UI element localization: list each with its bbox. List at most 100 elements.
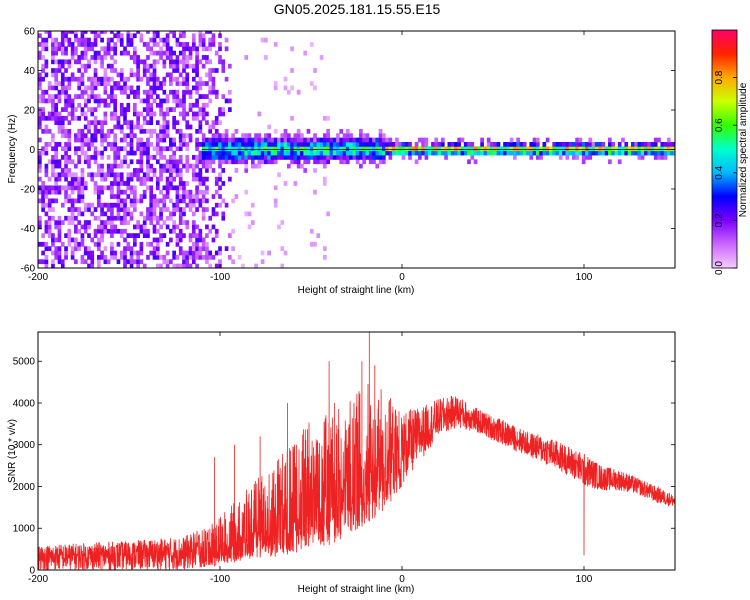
spectrogram-cell	[159, 155, 163, 160]
spectrogram-cell	[241, 150, 245, 156]
spectrogram-cell	[260, 137, 265, 143]
spectrogram-cell	[96, 241, 101, 247]
spectrogram-cell	[647, 141, 652, 147]
spectrogram-cell	[640, 150, 645, 156]
spectrogram-cell	[136, 59, 140, 65]
spectrogram-cell	[208, 146, 213, 152]
spectrogram-cell	[418, 146, 422, 152]
spectrogram-cell	[185, 81, 190, 86]
spectrogram-cell	[110, 89, 114, 95]
spectrogram-cell	[152, 224, 157, 230]
spectrogram-cell	[309, 146, 314, 152]
spectrogram-cell	[178, 185, 183, 191]
spectrogram-cell	[218, 194, 222, 199]
spectrogram-cell	[129, 37, 134, 43]
spectrogram-cell	[401, 146, 406, 152]
spectrogram-cell	[83, 250, 88, 256]
spectrogram-cell	[41, 55, 45, 60]
spectrogram-cell	[41, 241, 45, 247]
spectrogram-cell	[110, 55, 114, 60]
spectrogram-cell	[201, 237, 206, 243]
spectrogram-cell	[571, 146, 576, 152]
spectrogram-cell	[250, 137, 255, 143]
spectrogram-cell	[126, 102, 131, 108]
spectrogram-cell	[637, 155, 642, 160]
spectrogram-cell	[133, 250, 137, 256]
y-tick-label: -40	[21, 224, 36, 235]
spectrogram-cell	[178, 194, 183, 199]
spectrogram-cell	[355, 150, 360, 156]
spectrogram-cell	[218, 202, 222, 208]
spectrogram-cell	[309, 228, 314, 234]
x-tick-label: 100	[576, 272, 593, 283]
spectrogram-cell	[214, 181, 219, 186]
spectrogram-cell	[178, 181, 183, 186]
spectrogram-cell	[404, 146, 409, 152]
spectrogram-cell	[155, 159, 160, 165]
spectrogram-cell	[228, 89, 232, 95]
spectrogram-cell	[110, 141, 114, 147]
spectrogram-cell	[178, 237, 183, 243]
spectrogram-cell	[152, 215, 157, 221]
spectrogram-cell	[152, 211, 157, 217]
spectrogram-cell	[552, 150, 557, 156]
spectrogram-cell	[355, 141, 360, 147]
spectrogram-cell	[67, 31, 72, 34]
spectrogram-cell	[191, 228, 196, 234]
spectrogram-cell	[178, 50, 183, 56]
spectrogram-cell	[155, 228, 160, 234]
spectrogram-cell	[205, 141, 209, 147]
spectrogram-cell	[535, 137, 540, 143]
spectrogram-cell	[44, 224, 49, 230]
spectrogram-cell	[431, 150, 435, 156]
spectrogram-cell	[598, 150, 602, 156]
spectrogram-cell	[67, 141, 72, 147]
spectrogram-cell	[113, 146, 118, 152]
spectrogram-cell	[116, 241, 121, 247]
colorbar-ticks: 0.00.20.40.60.8	[714, 70, 737, 275]
spectrogram-cell	[234, 128, 239, 134]
spectrogram-cell	[188, 263, 193, 268]
spectrogram-cell	[431, 146, 435, 152]
spectrogram-cell	[634, 150, 638, 156]
spectrogram-cell	[234, 141, 239, 147]
spectrogram-cell	[254, 155, 258, 160]
spectrogram-cell	[149, 102, 154, 108]
x-tick-label: -100	[210, 574, 230, 585]
spectrogram-cell	[178, 33, 183, 39]
spectrogram-cell	[155, 102, 160, 108]
spectrogram-cell	[41, 46, 45, 52]
spectrogram-cell	[264, 37, 268, 43]
spectrogram-cell	[38, 94, 42, 99]
spectrogram-cell	[300, 150, 304, 156]
spectrogram-cell	[110, 168, 114, 173]
spectrogram-cell	[123, 198, 127, 204]
spectrogram-cell	[434, 150, 439, 156]
spectrogram-cell	[77, 85, 81, 91]
spectrogram-cell	[116, 120, 121, 126]
spectrogram-cell	[211, 155, 216, 160]
spectrogram-cell	[339, 146, 344, 152]
spectrogram-cell	[136, 68, 140, 73]
spectrogram-cell	[529, 150, 534, 156]
spectrogram-cell	[136, 115, 140, 121]
spectrogram-cell	[152, 31, 157, 34]
spectrogram-cell	[172, 63, 176, 69]
spectrogram-cell	[113, 115, 118, 121]
spectrogram-cell	[208, 250, 213, 256]
spectrogram-cell	[188, 189, 193, 195]
spectrogram-cell	[349, 137, 353, 143]
spectrogram-cell	[100, 76, 104, 82]
spectrogram-cell	[241, 146, 245, 152]
spectrogram-cell	[54, 42, 59, 47]
spectrogram-cell	[182, 107, 186, 112]
spectrogram-cell	[604, 150, 609, 156]
spectrogram-cell	[221, 150, 226, 156]
spectrogram-cell	[359, 163, 363, 169]
spectrogram-cell	[139, 241, 144, 247]
spectrogram-cell	[64, 250, 68, 256]
spectrogram-cell	[349, 155, 353, 160]
spectrogram-cell	[159, 215, 163, 221]
spectrogram-cell	[162, 42, 167, 47]
spectrogram-cell	[64, 146, 68, 152]
